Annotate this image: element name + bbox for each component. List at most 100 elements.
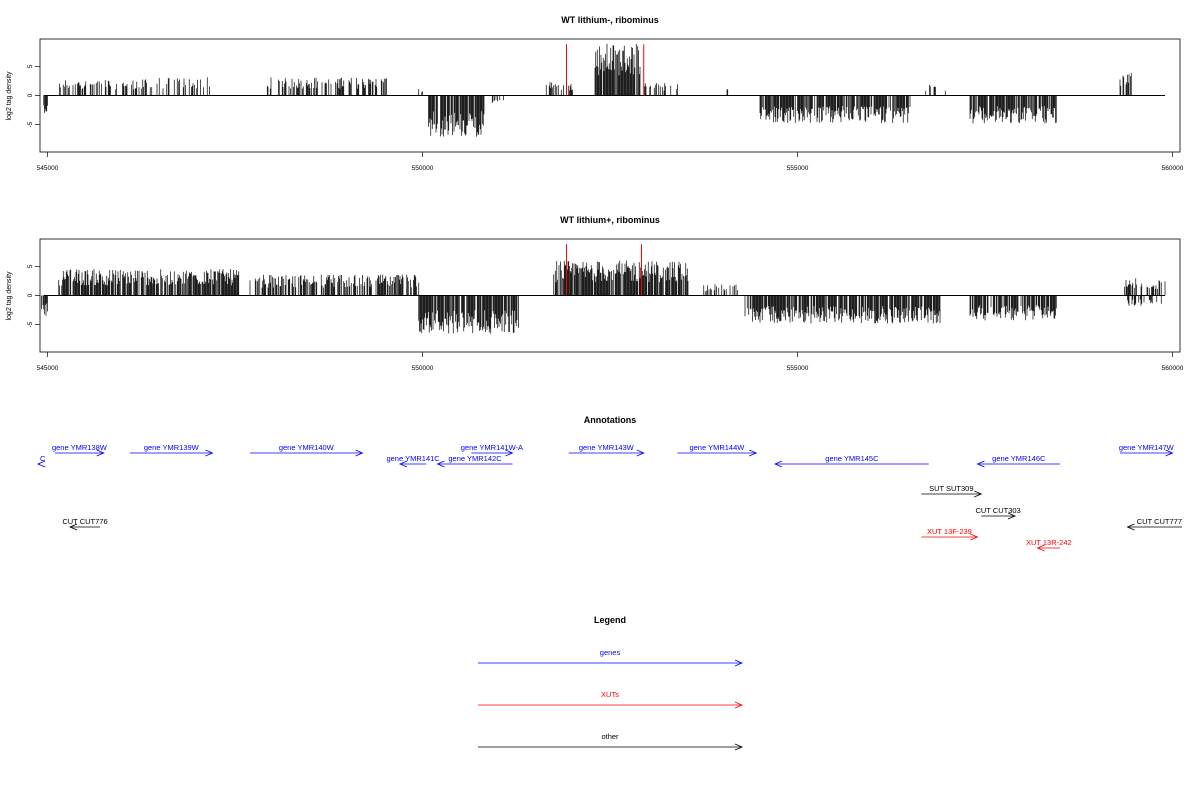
legend-entry: XUTs [478,690,744,709]
bar-segment [59,79,144,96]
annotation-label: gene YMR142C [448,454,502,463]
annotation-feature: XUT 13F-239 [921,527,979,541]
x-tick-label: 545000 [37,365,59,372]
x-tick-label: 560000 [1162,165,1184,172]
annotation-feature: CUT CUT303 [975,506,1021,520]
annotation-label: gene YMR141W-A [461,443,523,452]
feature-arrow-head [205,449,214,457]
legend-label: other [601,732,619,741]
x-tick-label: 550000 [412,365,434,372]
legend-title: Legend [594,615,626,625]
y-tick-label: 5 [27,64,34,68]
x-tick-label: 555000 [787,365,809,372]
bar-segment [340,77,387,96]
annotation-label: CUT CUT776 [62,517,107,526]
annotation-feature: gene YMR141C [386,454,440,468]
feature-arrow-head [734,659,744,667]
annotation-feature: gene YMR143W [568,443,645,457]
annotation-feature: gene YMR144W [677,443,758,457]
legend: Legend genes XUTs other [478,615,744,751]
annotation-feature: XUT 13R-242 [1026,538,1072,552]
annotation-label: gene YMR145C [825,454,879,463]
bar-segment [744,295,941,324]
panel-2-highlights [566,244,642,296]
bar-segment [969,95,1057,124]
panel-2-title: WT lithium+, ribominus [560,215,660,225]
annotation-label: gene YMR144W [689,443,745,452]
legend-entry: other [478,732,744,751]
panel-2-bars [41,260,1166,334]
annotation-label: gene YMR140W [279,443,335,452]
annotation-feature: SUT SUT309 [921,484,983,498]
feature-arrow-head [749,449,758,457]
bar-segment [41,295,48,316]
annotation-label: gene YMR139W [144,443,200,452]
bar-segment [1119,73,1132,96]
annotation-feature: gene YMR140W [250,443,364,457]
annotation-feature: gene YMR138W [52,443,108,457]
feature-arrow-head [976,460,985,468]
feature-arrow-head [1036,544,1045,552]
annotation-label: XUT 13F-239 [927,527,972,536]
annotation-label: gene YMR143W [579,443,635,452]
x-tick-label: 550000 [412,165,434,172]
feature-arrow-head [1126,523,1135,531]
feature-arrow-head [398,460,408,468]
panel-1-axes: 545000 550000 555000 560000 -5 0 5 [27,64,1184,172]
bar-segment [144,77,210,96]
y-tick-label: 5 [27,264,34,268]
legend-label: genes [600,648,621,657]
annotation-feature: gene YMR146C [976,454,1060,468]
feature-arrow-head [355,449,364,457]
bar-segment [644,83,678,96]
annotation-label: gene YMR141C [386,454,440,463]
panel-2-ylabel: log2 tag density [6,271,13,321]
annotation-feature: CUT CUT777 [1126,517,1182,531]
bar-segment [703,284,738,296]
annotation-feature: gene YMR145C [773,454,929,468]
panel-lithium-minus: WT lithium-, ribominus log2 tag density … [6,15,1184,172]
bar-segment [58,268,240,296]
bar-segment [249,274,420,296]
y-tick-label: -5 [27,121,34,127]
feature-arrow-head [1007,512,1017,520]
feature-arrow-head [1165,449,1174,457]
bar-segment [43,95,48,113]
feature-arrow-head [970,533,979,541]
annotation-label: C [40,454,46,463]
bar-segment [545,82,573,96]
panel-2-axes: 545000 550000 555000 560000 -5 0 5 [27,264,1184,372]
x-tick-label: 555000 [787,165,809,172]
bar-segment [594,43,641,96]
panel-1-highlights [566,44,645,96]
annotation-label: gene YMR147W [1119,443,1175,452]
bar-segment [726,89,729,96]
feature-arrow-head [974,490,983,498]
annotation-feature: C [36,454,46,468]
annotation-label: gene YMR146C [992,454,1046,463]
bar-segment [418,295,519,334]
bar-segment [1127,295,1162,306]
bar-segment [759,95,911,124]
feature-arrow-head [636,449,645,457]
bar-segment [418,88,423,96]
bar-segment [428,95,485,137]
annotation-feature: gene YMR141W-A [461,443,523,457]
feature-arrow-head [734,743,744,751]
feature-arrow-head [505,449,514,457]
y-tick-label: 0 [27,293,34,297]
feature-arrow-head [68,523,78,531]
panel-1-ylabel: log2 tag density [6,71,13,121]
bar-segment [266,77,341,96]
feature-arrow-head [734,701,744,709]
annotation-feature: CUT CUT776 [62,517,108,531]
annotation-label: SUT SUT309 [929,484,973,493]
annotations-title: Annotations [584,415,637,425]
bar-segment [491,95,504,104]
annotation-feature: gene YMR142C [436,454,513,468]
annotation-label: XUT 13R-242 [1026,538,1072,547]
panel-1-bars [43,43,1132,137]
